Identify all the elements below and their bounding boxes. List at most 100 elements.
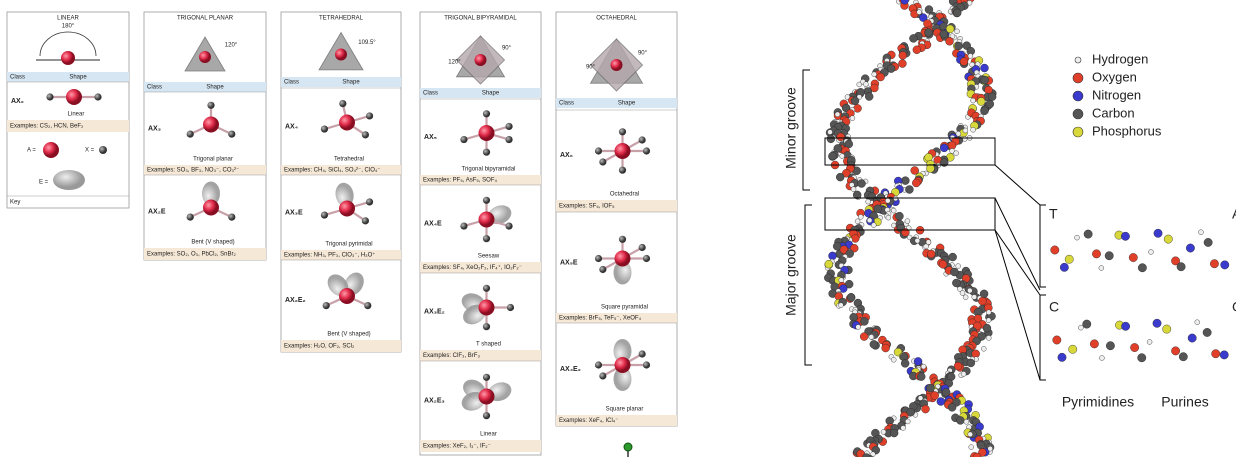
row-shape: Tetrahedral: [334, 157, 364, 163]
a-atom: [479, 212, 495, 228]
legend-label: Nitrogen: [1092, 87, 1141, 102]
row-class: AX₆: [560, 152, 573, 159]
legend-dot: [1075, 57, 1081, 63]
atom: [1138, 264, 1146, 272]
row-examples: Examples: XeF₄, ICl₄⁻: [559, 418, 618, 424]
base-label: G: [1232, 299, 1236, 315]
atom: [882, 344, 890, 352]
header-shape: Shape: [342, 80, 360, 86]
purines: Purines: [1161, 394, 1208, 410]
atom: [863, 82, 868, 87]
row-shape: Bent (V shaped): [191, 240, 234, 246]
atom: [1164, 235, 1172, 243]
angle-label: 120°: [448, 60, 461, 66]
atom: [926, 384, 934, 392]
key-a-atom: [43, 142, 59, 158]
x-atom: [483, 412, 490, 419]
header-class: Class: [284, 80, 299, 86]
atom: [854, 104, 862, 112]
a-atom: [615, 143, 631, 159]
x-atom: [619, 167, 626, 174]
header-bar: [420, 88, 541, 98]
a-atom: [479, 125, 495, 141]
x-atom: [228, 131, 235, 138]
atom: [1130, 343, 1138, 351]
header-class: Class: [10, 75, 25, 81]
atom: [1069, 345, 1077, 353]
row-class: AX₃E₂: [424, 308, 445, 315]
atom: [877, 73, 885, 81]
atom: [856, 325, 861, 330]
atom: [946, 25, 954, 33]
atom: [860, 317, 868, 325]
angle-label: 90°: [502, 46, 512, 52]
x-atom: [505, 123, 512, 130]
center-atom: [335, 49, 347, 61]
atom: [1203, 328, 1211, 336]
panel-title: TRIGONAL PLANAR: [177, 16, 234, 22]
header-shape: Shape: [206, 85, 224, 91]
x-atom: [483, 323, 490, 330]
legend-label: Oxygen: [1092, 69, 1137, 84]
atom: [924, 29, 932, 37]
x-atom: [599, 158, 606, 165]
atom: [839, 278, 844, 283]
atom: [827, 135, 835, 143]
x-atom: [460, 136, 467, 143]
legend-dot: [1073, 73, 1083, 83]
x-atom: [187, 131, 194, 138]
x-atom: [321, 211, 328, 218]
row-class: AX₂E: [148, 208, 166, 215]
zoom-line: [995, 230, 1040, 295]
atom: [955, 29, 960, 34]
atom: [1148, 249, 1153, 254]
atom: [847, 294, 855, 302]
atom: [838, 303, 843, 308]
major-groove: Major groove: [783, 234, 799, 316]
key-x-atom: [99, 146, 107, 154]
atom: [869, 334, 874, 339]
atom: [1090, 340, 1098, 348]
x-atom: [228, 214, 235, 221]
atom: [964, 419, 969, 424]
x-atom: [595, 361, 602, 368]
a-atom: [479, 300, 495, 316]
atom: [915, 238, 920, 243]
atom: [1188, 334, 1196, 342]
x-atom: [323, 302, 330, 309]
atom: [971, 127, 976, 132]
atom: [851, 97, 859, 105]
atom: [968, 53, 973, 58]
atom: [1084, 230, 1092, 238]
atom: [891, 357, 896, 362]
center-atom: [199, 51, 211, 63]
header-class: Class: [559, 101, 574, 107]
row-class: AX₄E₂: [560, 366, 581, 373]
atom: [940, 30, 948, 38]
x-atom: [366, 198, 373, 205]
atom: [1210, 260, 1218, 268]
atom: [901, 359, 909, 367]
atom: [963, 295, 968, 300]
atom: [983, 324, 991, 332]
atom: [858, 214, 863, 219]
atom: [874, 205, 882, 213]
pin-icon: [624, 443, 632, 457]
row-examples: Examples: XeF₂, I₃⁻, IF₂⁻: [423, 444, 491, 450]
angle-label: 120°: [225, 43, 238, 49]
atom: [891, 208, 896, 213]
x-atom: [483, 235, 490, 242]
atom: [986, 310, 991, 315]
atom: [924, 244, 929, 249]
atom: [901, 425, 906, 430]
key-x: X =: [85, 148, 95, 154]
x-atom: [507, 304, 514, 311]
x-atom: [599, 372, 606, 379]
header-class: Class: [147, 85, 162, 91]
atom: [913, 46, 921, 54]
atom: [1147, 339, 1152, 344]
atom: [1198, 230, 1203, 235]
atom: [1153, 319, 1161, 327]
key-title: Key: [10, 200, 20, 206]
